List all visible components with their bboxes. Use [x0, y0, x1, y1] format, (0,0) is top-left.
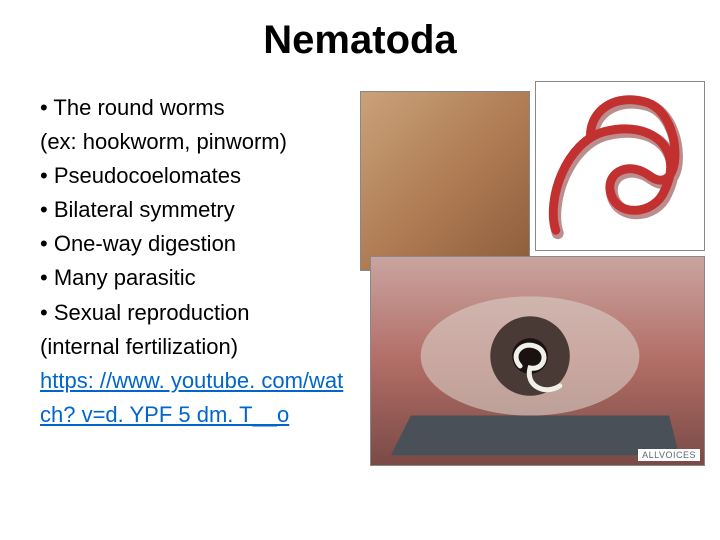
image-eye: ALLVOICES — [370, 256, 705, 466]
video-link[interactable]: https: //www. youtube. com/watch? v=d. Y… — [40, 368, 343, 427]
plain-line: (ex: hookworm, pinworm) — [40, 125, 350, 159]
slide: Nematoda The round worms(ex: hookworm, p… — [0, 0, 720, 540]
content-row: The round worms(ex: hookworm, pinworm)Ps… — [40, 91, 680, 432]
slide-title: Nematoda — [40, 18, 680, 63]
bullet-item: One-way digestion — [40, 227, 350, 261]
image-column: ALLVOICES — [360, 91, 680, 432]
worm-icon — [536, 81, 704, 251]
image-watermark: ALLVOICES — [638, 449, 700, 461]
bullet-item: Sexual reproduction — [40, 296, 350, 330]
image-worm — [535, 81, 705, 251]
bullet-list: The round worms(ex: hookworm, pinworm)Ps… — [40, 91, 350, 364]
eye-icon — [371, 256, 704, 466]
bullet-item: The round worms — [40, 91, 350, 125]
image-foot — [360, 91, 530, 271]
plain-line: (internal fertilization) — [40, 330, 350, 364]
text-column: The round worms(ex: hookworm, pinworm)Ps… — [40, 91, 350, 432]
bullet-item: Pseudocoelomates — [40, 159, 350, 193]
bullet-item: Many parasitic — [40, 261, 350, 295]
bullet-item: Bilateral symmetry — [40, 193, 350, 227]
